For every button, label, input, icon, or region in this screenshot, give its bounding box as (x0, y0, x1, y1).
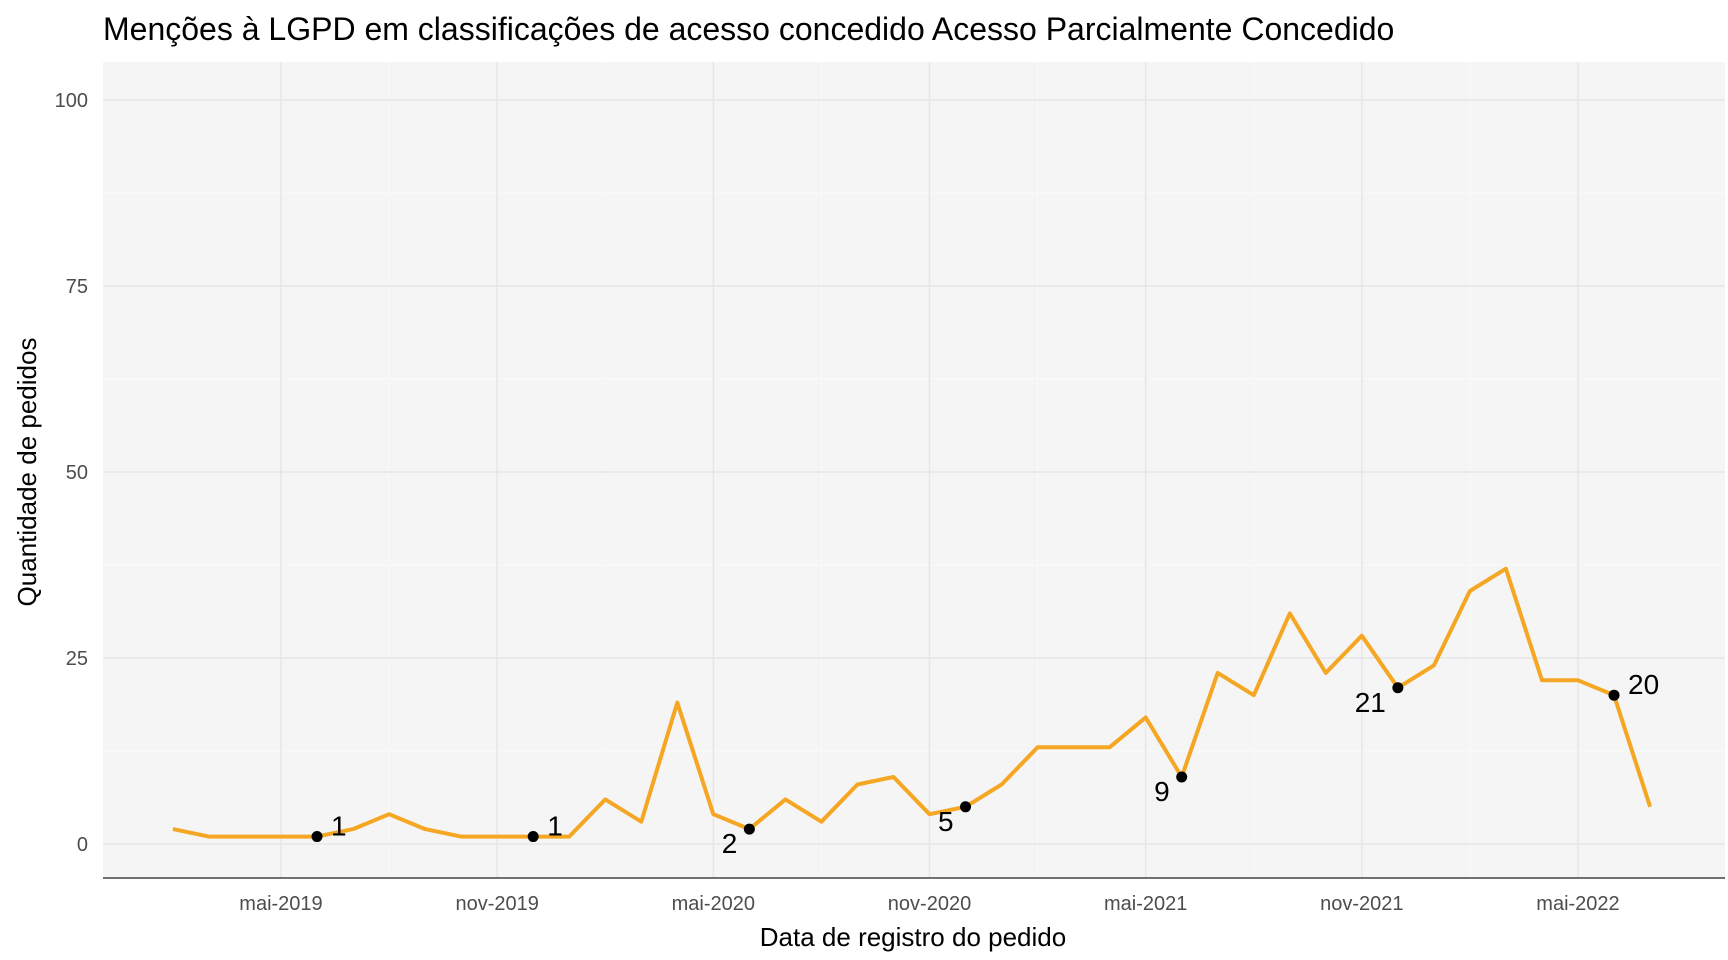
data-labels: 1 1 2 5 9 21 20 (331, 669, 1659, 859)
series-line (172, 566, 1653, 839)
data-label: 1 (547, 811, 563, 842)
data-label: 1 (331, 811, 347, 842)
grid-lines (103, 62, 1725, 878)
data-label: 20 (1628, 669, 1659, 700)
data-label: 5 (938, 806, 954, 837)
y-tick-label: 50 (66, 462, 88, 484)
x-tick-label: mai-2019 (239, 893, 322, 915)
data-point (311, 831, 323, 843)
chart-title: Menções à LGPD em classificações de aces… (103, 11, 1394, 47)
data-point (1608, 689, 1620, 701)
x-tick-label: nov-2021 (1320, 893, 1403, 915)
data-point (527, 831, 539, 843)
x-tick-label: nov-2020 (888, 893, 971, 915)
data-label: 9 (1154, 776, 1170, 807)
y-tick-label: 0 (77, 834, 88, 856)
y-tick-label: 100 (55, 90, 88, 112)
data-point (1176, 771, 1188, 783)
x-tick-label: mai-2022 (1536, 893, 1619, 915)
x-axis-title: Data de registro do pedido (760, 922, 1066, 952)
x-tick-label: mai-2021 (1104, 893, 1187, 915)
y-axis-ticks: 0 25 50 75 100 (55, 90, 88, 856)
x-tick-label: mai-2020 (672, 893, 755, 915)
data-label: 21 (1355, 687, 1386, 718)
y-tick-label: 75 (66, 276, 88, 298)
data-point (1392, 682, 1404, 694)
x-axis-ticks: mai-2019 nov-2019 mai-2020 nov-2020 mai-2021… (239, 893, 1619, 915)
y-axis-title: Quantidade de pedidos (12, 338, 42, 607)
highlighted-points (311, 682, 1620, 843)
plot-panel (103, 62, 1725, 878)
x-tick-label: nov-2019 (455, 893, 538, 915)
data-label: 2 (722, 828, 738, 859)
data-point (743, 823, 755, 835)
y-tick-label: 25 (66, 648, 88, 670)
data-point (960, 801, 972, 813)
